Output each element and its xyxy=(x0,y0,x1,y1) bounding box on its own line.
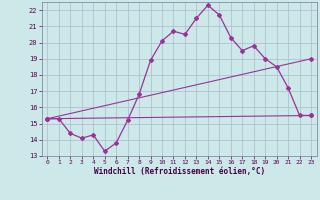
X-axis label: Windchill (Refroidissement éolien,°C): Windchill (Refroidissement éolien,°C) xyxy=(94,167,265,176)
